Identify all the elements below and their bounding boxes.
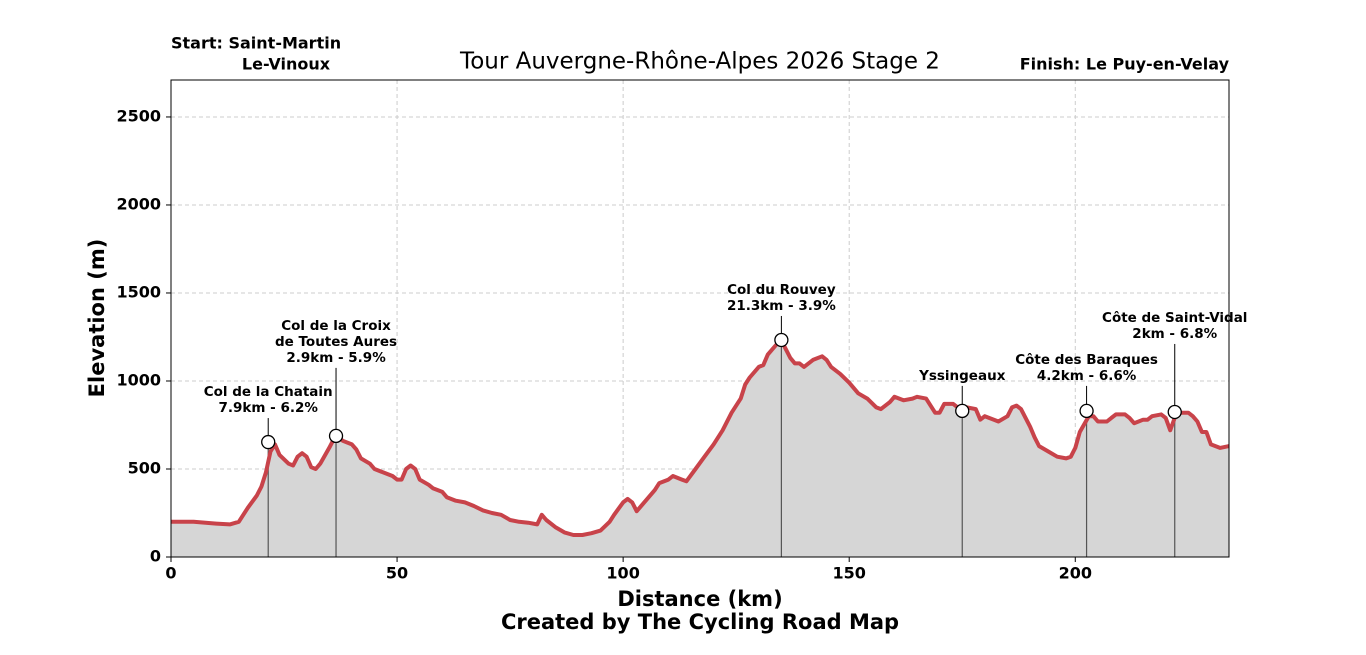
plot-frame: [170, 79, 1230, 558]
credit: Created by The Cycling Road Map: [501, 610, 899, 634]
x-tick-label: 200: [1059, 564, 1092, 583]
chart-title: Tour Auvergne-Rhône-Alpes 2026 Stage 2: [459, 49, 940, 75]
finish-label: Finish: Le Puy-en-Velay: [1020, 55, 1230, 74]
elevation-line: [171, 338, 1230, 537]
climb-label: 2km - 6.8%: [1132, 326, 1217, 342]
climb-label: Col du Rouvey: [727, 282, 836, 298]
y-tick-label: 2500: [116, 106, 161, 125]
climb-label: Col de la Chatain: [204, 384, 333, 400]
climb-marker: [328, 428, 344, 444]
elevation-area: [171, 340, 1229, 557]
climb-label: 7.9km - 6.2%: [219, 400, 319, 416]
y-tick-label: 1500: [116, 282, 161, 301]
climb-marker: [955, 403, 970, 419]
start-label: Le-Vinoux: [242, 55, 331, 74]
climb-label: 21.3km - 3.9%: [727, 298, 836, 314]
climb-marker: [1079, 403, 1094, 419]
y-tick-label: 0: [150, 547, 161, 566]
climb-label: Côte de Saint-Vidal: [1102, 310, 1247, 326]
climb-marker: [774, 332, 789, 348]
climb-label: Col de la Croix: [281, 318, 391, 334]
y-tick-label: 1000: [116, 370, 161, 389]
start-label: Start: Saint-Martin: [171, 34, 341, 53]
y-tick-label: 2000: [116, 194, 161, 213]
climb-marker: [1167, 404, 1182, 420]
x-axis-label: Distance (km): [617, 587, 782, 611]
climb-label: Yssingeaux: [918, 368, 1006, 384]
x-tick-label: 0: [165, 564, 176, 583]
climb-label: Côte des Baraques: [1015, 352, 1158, 368]
x-tick-label: 50: [386, 564, 408, 583]
climb-label: 2.9km - 5.9%: [286, 350, 386, 366]
climb-label: 4.2km - 6.6%: [1037, 368, 1137, 384]
x-tick-label: 100: [606, 564, 639, 583]
x-tick-label: 150: [833, 564, 866, 583]
y-tick-label: 500: [128, 458, 161, 477]
climb-label: de Toutes Aures: [275, 334, 397, 350]
climb-marker: [261, 434, 276, 450]
y-axis-label: Elevation (m): [85, 239, 109, 398]
